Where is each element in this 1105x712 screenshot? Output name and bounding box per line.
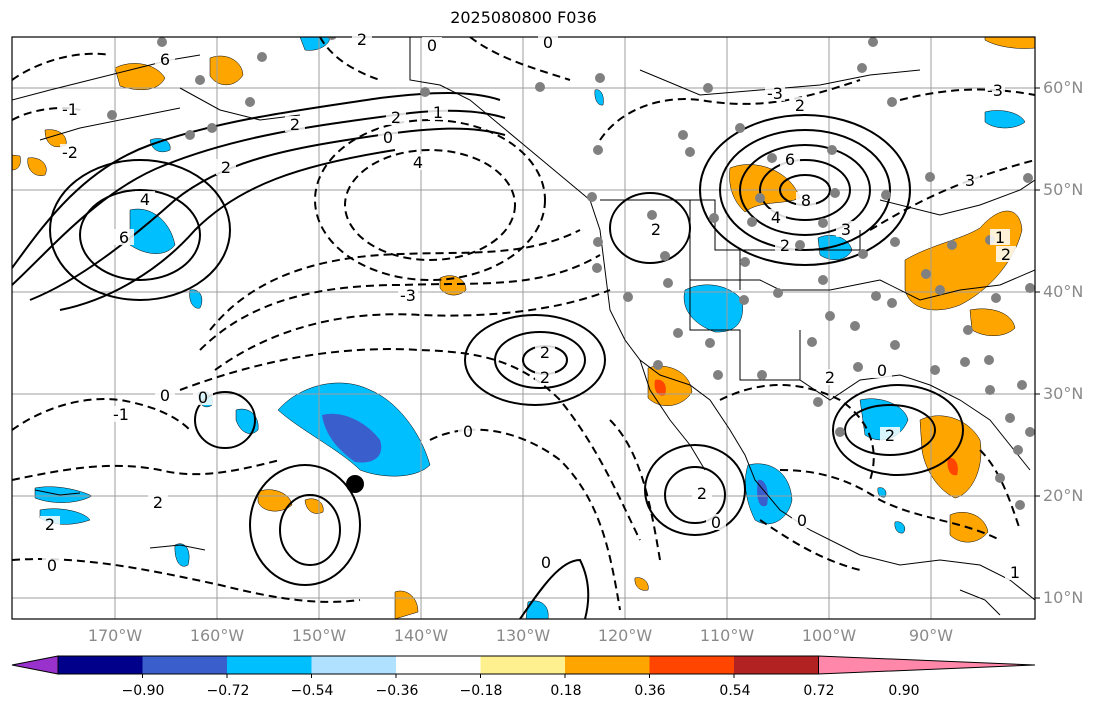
contour-label: -3 — [767, 84, 783, 103]
contour-label: -1 — [62, 100, 78, 119]
contour-label: 1 — [433, 103, 443, 122]
colorbar-extend-min — [11, 655, 59, 675]
colorbar-tick-label: −0.18 — [459, 683, 503, 699]
contour-label: 0 — [711, 513, 721, 532]
colorbar-extend-max — [818, 655, 1036, 675]
contour-label: 2 — [1001, 245, 1011, 264]
contour-label: 0 — [47, 556, 57, 575]
colorbar-swatch — [58, 656, 143, 674]
colorbar-tick-label: 0.54 — [719, 683, 751, 699]
colorbar-swatch — [734, 656, 819, 674]
lat-label: 20°N — [1043, 486, 1084, 505]
storm-center-marker — [346, 475, 364, 493]
contour-label: 0 — [198, 388, 208, 407]
colorbar-swatch — [396, 656, 481, 674]
lon-label: 110°W — [699, 626, 755, 645]
negative-contours — [12, 37, 1035, 611]
contour-label: 0 — [383, 128, 393, 147]
contour-label: 2 — [540, 343, 550, 362]
colorbar-swatch — [649, 656, 735, 674]
lon-label: 140°W — [393, 626, 449, 645]
map-frame — [11, 36, 1036, 620]
contour-label: 0 — [877, 361, 887, 380]
colorbar — [11, 655, 1036, 678]
contour-label: 3 — [841, 220, 851, 239]
contour-label: -3 — [987, 81, 1003, 100]
lon-label: 100°W — [801, 626, 857, 645]
colorbar-swatch — [142, 656, 228, 674]
contour-label: 2 — [391, 108, 401, 127]
contour-label: 6 — [785, 150, 795, 169]
map-title: 2025080800 F036 — [450, 8, 597, 27]
contour-label: 2 — [540, 368, 550, 387]
colorbar-tick-label: −0.36 — [375, 683, 419, 699]
colorbar-tick-label: −0.54 — [290, 683, 334, 699]
contour-label: 6 — [160, 50, 170, 69]
contour-label: 3 — [965, 171, 975, 190]
lon-label: 120°W — [597, 626, 653, 645]
lat-label: 40°N — [1043, 282, 1084, 301]
contour-label: 6 — [119, 228, 129, 247]
contour-label: 4 — [771, 208, 781, 227]
lon-label: 160°W — [189, 626, 245, 645]
contour-label: -3 — [400, 286, 416, 305]
contour-label: 0 — [797, 511, 807, 530]
colorbar-tick-label: 0.90 — [888, 683, 920, 699]
colorbar-swatch — [480, 656, 566, 674]
positive-contours — [12, 92, 964, 619]
contour-label: 8 — [801, 191, 811, 210]
graticule-grid — [12, 37, 1035, 619]
colorbar-tick-label: 0.36 — [634, 683, 666, 699]
contour-label: 2 — [885, 426, 895, 445]
colorbar-swatch — [311, 656, 397, 674]
contour-label: 2 — [221, 158, 231, 177]
lon-label: 150°W — [291, 626, 347, 645]
colorbar-tick-label: −0.72 — [206, 683, 250, 699]
contour-label: 1 — [995, 228, 1005, 247]
contour-label: 2 — [825, 368, 835, 387]
contour-label: 0 — [541, 553, 551, 572]
contour-label: 2 — [651, 220, 661, 239]
contour-label: 2 — [153, 493, 163, 512]
contour-label: 2 — [357, 30, 367, 49]
contour-label: 2 — [45, 515, 55, 534]
colorbar-swatch — [565, 656, 650, 674]
contour-label: 1 — [1010, 563, 1020, 582]
lat-label: 30°N — [1043, 384, 1084, 403]
colorbar-tick-label: 0.72 — [803, 683, 835, 699]
contour-label: 2 — [290, 115, 300, 134]
contour-label: 0 — [160, 386, 170, 405]
contour-label: -2 — [62, 143, 78, 162]
lat-label: 60°N — [1043, 78, 1084, 97]
contour-label: 0 — [463, 422, 473, 441]
station-markers — [107, 37, 1035, 510]
contour-label: 2 — [780, 236, 790, 255]
contour-label: 4 — [140, 190, 150, 209]
lon-label: 90°W — [908, 626, 954, 645]
lon-label: 170°W — [87, 626, 143, 645]
colorbar-swatch — [227, 656, 312, 674]
lon-label: 130°W — [495, 626, 551, 645]
lat-label: 10°N — [1043, 588, 1084, 607]
colorbar-tick-label: −0.90 — [121, 683, 165, 699]
lat-label: 50°N — [1043, 180, 1084, 199]
contour-label: -1 — [113, 405, 129, 424]
contour-label: 4 — [413, 153, 423, 172]
contour-label: 0 — [427, 36, 437, 55]
colorbar-tick-label: 0.18 — [550, 683, 582, 699]
contour-label: 2 — [795, 96, 805, 115]
contour-label: 2 — [697, 484, 707, 503]
contour-label: 0 — [543, 33, 553, 52]
